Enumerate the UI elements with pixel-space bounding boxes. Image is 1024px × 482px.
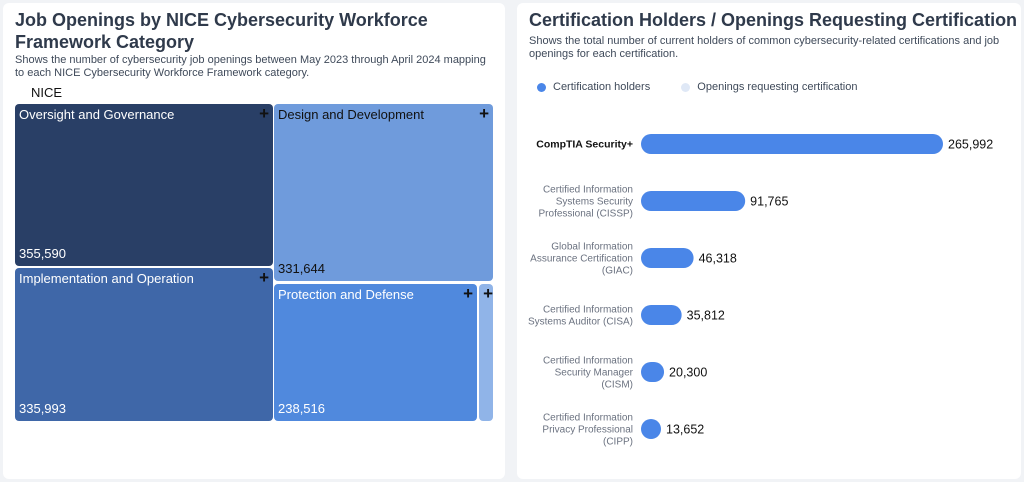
category-label: CompTIA Security+: [536, 139, 633, 151]
expand-plus-icon[interactable]: +: [479, 104, 489, 123]
category-label: Certified Information Security Manager (CI…: [543, 356, 634, 391]
expand-plus-icon[interactable]: +: [463, 284, 473, 303]
legend-dot-icon: [681, 82, 691, 92]
legend-item-openings[interactable]: Openings requesting certification: [681, 81, 858, 93]
tile-value: 331,644: [278, 261, 325, 276]
tile-label: Implementation and Operation: [19, 271, 194, 286]
tile-label: Protection and Defense: [278, 287, 414, 302]
tile-other-category[interactable]: +: [479, 284, 493, 421]
expand-plus-icon[interactable]: +: [259, 268, 269, 287]
bar-value-label: 46,318: [699, 252, 737, 266]
tile-value: 335,993: [19, 401, 66, 416]
legend-item-holders[interactable]: Certification holders: [537, 81, 650, 93]
tile-implementation-and-operation[interactable]: Implementation and Operation + 335,993: [15, 268, 273, 421]
tile-design-and-development[interactable]: Design and Development + 331,644: [274, 104, 493, 281]
tile-protection-and-defense[interactable]: Protection and Defense + 238,516: [274, 284, 477, 421]
treemap-subtitle: Shows the number of cybersecurity job op…: [15, 54, 486, 79]
treemap-panel: Job Openings by NICE Cybersecurity Workf…: [3, 3, 505, 479]
category-label: Global Information Assurance Certificatio…: [530, 242, 633, 277]
tile-label: Oversight and Governance: [19, 107, 175, 122]
bar-chart-title: Certification Holders / Openings Request…: [529, 10, 1018, 30]
legend-label: Openings requesting certification: [697, 81, 858, 93]
bar-chart-panel: Certification Holders / Openings Request…: [517, 3, 1021, 479]
bar-value-label: 91,765: [750, 195, 788, 209]
bar-chart-subtitle: Shows the total number of current holder…: [529, 35, 1000, 60]
bar-0[interactable]: [641, 134, 943, 154]
legend: Certification holders Openings requestin…: [537, 81, 886, 95]
bar-value-label: 20,300: [669, 366, 707, 380]
expand-plus-icon[interactable]: +: [483, 284, 493, 303]
bar-chart-svg: 265,992 CompTIA Security+ 91,765 Certified …: [528, 134, 993, 448]
treemap-title: Job Openings by NICE Cybersecurity Workf…: [15, 10, 428, 52]
category-label: Certified Information Systems Security Pro…: [539, 185, 633, 220]
bar-1[interactable]: [641, 191, 746, 211]
legend-dot-icon: [537, 82, 546, 92]
treemap-root-label: NICE: [31, 85, 63, 100]
bar-2[interactable]: [641, 248, 694, 268]
bar-value-label: 35,812: [687, 309, 725, 323]
category-label: Certified Information Privacy Professiona…: [542, 413, 633, 448]
tile-value: 355,590: [19, 246, 66, 261]
expand-plus-icon[interactable]: +: [259, 104, 269, 123]
bar-5[interactable]: [641, 419, 661, 439]
tile-label: Design and Development: [278, 107, 424, 122]
bar-value-label: 13,652: [666, 423, 704, 437]
tile-oversight-and-governance[interactable]: Oversight and Governance + 355,590: [15, 104, 273, 266]
bar-value-label: 265,992: [948, 138, 993, 152]
tile-value: 238,516: [278, 401, 325, 416]
bar-4[interactable]: [641, 362, 665, 382]
category-label: Certified Information Systems Auditor (CI…: [528, 305, 633, 328]
legend-label: Certification holders: [553, 81, 651, 93]
bar-3[interactable]: [641, 305, 682, 325]
